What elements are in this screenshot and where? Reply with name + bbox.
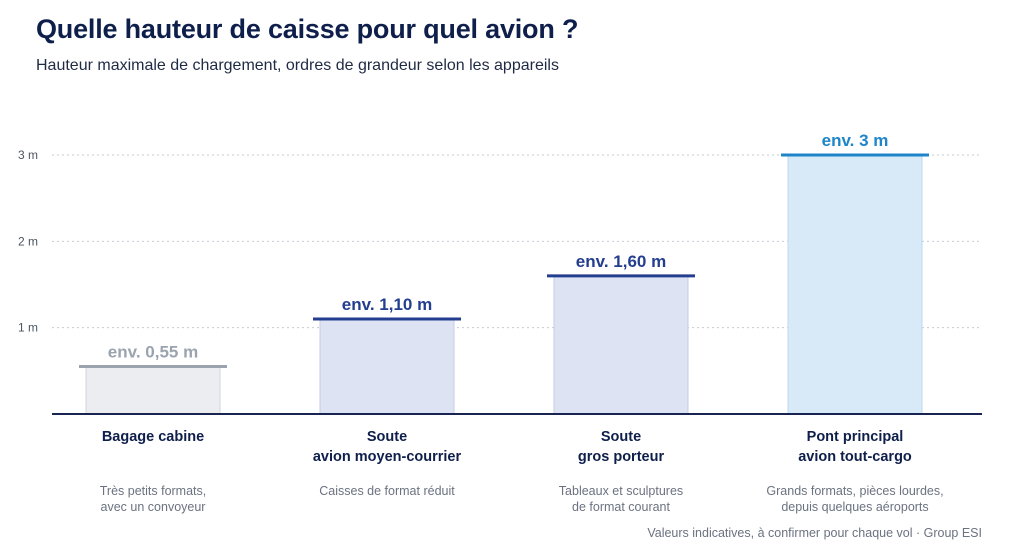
category-label: Soute [601, 429, 641, 445]
category-description: Tableaux et sculptures [559, 484, 683, 498]
y-tick-label: 3 m [18, 148, 38, 162]
bar-value-label: env. 0,55 m [108, 343, 198, 362]
category-label: Bagage cabine [102, 429, 204, 445]
y-tick-label: 1 m [18, 321, 38, 335]
bar [85, 366, 221, 415]
bar [787, 154, 923, 415]
bar-value-label: env. 3 m [822, 131, 889, 150]
category-label: avion tout-cargo [798, 449, 912, 465]
footnote: Valeurs indicatives, à confirmer pour ch… [647, 526, 982, 540]
bar-value-label: env. 1,10 m [342, 295, 432, 314]
bar-value-label: env. 1,60 m [576, 252, 666, 271]
category-description: Très petits formats, [100, 484, 207, 498]
bar [553, 275, 689, 415]
category-label: Soute [367, 429, 407, 445]
category-description: avec un convoyeur [101, 500, 206, 514]
category-label: gros porteur [578, 449, 665, 465]
category-description: Grands formats, pièces lourdes, [766, 484, 943, 498]
category-label: Pont principal [807, 429, 904, 445]
category-description: depuis quelques aéroports [781, 500, 928, 514]
bar [319, 318, 455, 415]
category-description: Caisses de format réduit [319, 484, 455, 498]
y-tick-label: 2 m [18, 234, 38, 248]
chart-subtitle: Hauteur maximale de chargement, ordres d… [36, 57, 559, 74]
category-label: avion moyen-courrier [313, 449, 462, 465]
chart-title: Quelle hauteur de caisse pour quel avion… [36, 14, 579, 44]
category-description: de format courant [572, 500, 670, 514]
